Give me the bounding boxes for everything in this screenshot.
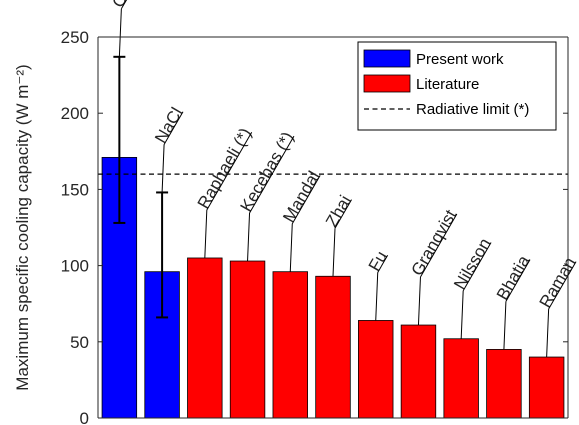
label-underline-5 bbox=[291, 175, 321, 224]
legend-label-2: Literature bbox=[416, 76, 479, 93]
label-leader-11 bbox=[546, 309, 550, 358]
y-tick-label-4: 150 bbox=[61, 180, 89, 199]
label-leader-5 bbox=[289, 223, 293, 272]
label-leader-4 bbox=[247, 213, 251, 262]
y-tick-label-1: 0 bbox=[80, 409, 89, 425]
legend-swatch-1 bbox=[363, 49, 411, 68]
legend-label-3: Radiative limit (*) bbox=[416, 101, 529, 118]
y-tick-label-6: 250 bbox=[61, 28, 89, 47]
bar-10 bbox=[486, 349, 522, 419]
y-tick-label-2: 50 bbox=[70, 333, 89, 352]
label-leader-7 bbox=[375, 272, 379, 321]
label-leader-1 bbox=[118, 8, 122, 57]
label-underline-6 bbox=[334, 199, 352, 229]
label-leader-8 bbox=[417, 277, 421, 326]
bar-7 bbox=[358, 320, 394, 419]
label-leader-6 bbox=[332, 228, 336, 277]
label-underline-1 bbox=[120, 0, 128, 10]
bar-6 bbox=[315, 275, 351, 419]
bar-3 bbox=[187, 257, 223, 419]
y-tick-label-5: 200 bbox=[61, 104, 89, 123]
label-underline-4 bbox=[249, 135, 295, 214]
label-leader-3 bbox=[204, 209, 208, 259]
bar-4 bbox=[229, 260, 266, 419]
label-leader-10 bbox=[503, 301, 507, 350]
label-leader-2 bbox=[161, 144, 165, 193]
label-underline-11 bbox=[548, 261, 577, 310]
label-underline-9 bbox=[462, 242, 492, 292]
label-leader-9 bbox=[460, 290, 464, 339]
bar-label-1: CaCl₂ bbox=[108, 0, 147, 11]
legend-label-1: Present work bbox=[416, 51, 504, 68]
y-tick-label-3: 100 bbox=[61, 257, 89, 276]
bar-11 bbox=[528, 356, 565, 419]
legend-swatch-2 bbox=[363, 74, 411, 93]
label-underline-7 bbox=[377, 255, 389, 273]
bar-5 bbox=[272, 271, 308, 419]
label-underline-2 bbox=[163, 111, 184, 145]
bar-8 bbox=[400, 324, 437, 419]
label-underline-10 bbox=[505, 259, 531, 302]
label-underline-3 bbox=[206, 131, 253, 211]
legend: Present work Literature Radiative limit (*… bbox=[357, 41, 557, 131]
bar-9 bbox=[443, 338, 479, 419]
label-underline-8 bbox=[420, 213, 458, 278]
y-axis-label: Maximum specific cooling capacity (W m⁻²… bbox=[13, 64, 32, 390]
